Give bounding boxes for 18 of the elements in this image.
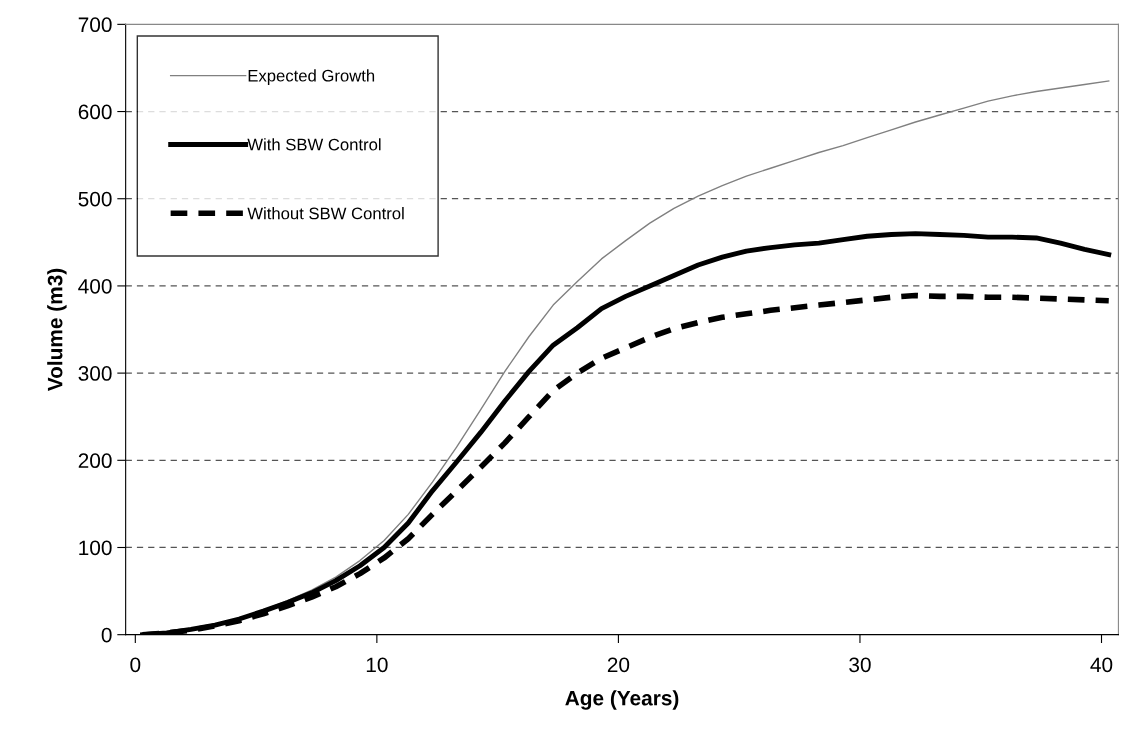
y-axis-title: Volume (m3) bbox=[47, 268, 67, 392]
x-tick-label: 30 bbox=[849, 657, 871, 673]
y-tick-label: 200 bbox=[78, 453, 112, 469]
y-tick-label: 300 bbox=[78, 366, 112, 381]
x-tick-label: 0 bbox=[130, 657, 141, 673]
y-tick-label: 500 bbox=[78, 191, 112, 207]
y-tick-label: 600 bbox=[78, 104, 112, 120]
x-tick-label: 40 bbox=[1090, 657, 1113, 673]
legend-label: Expected Growth bbox=[248, 69, 375, 85]
legend-label: With SBW Control bbox=[247, 138, 381, 151]
legend-label: Without SBW Control bbox=[247, 207, 404, 220]
y-tick-label: 400 bbox=[78, 278, 112, 294]
x-axis-title: Age (Years) bbox=[565, 690, 679, 710]
x-tick-label: 10 bbox=[366, 657, 388, 673]
y-tick-label: 0 bbox=[101, 627, 112, 643]
y-tick-label: 100 bbox=[79, 540, 112, 556]
x-tick-label: 20 bbox=[607, 657, 630, 673]
y-tick-label: 700 bbox=[78, 17, 112, 33]
